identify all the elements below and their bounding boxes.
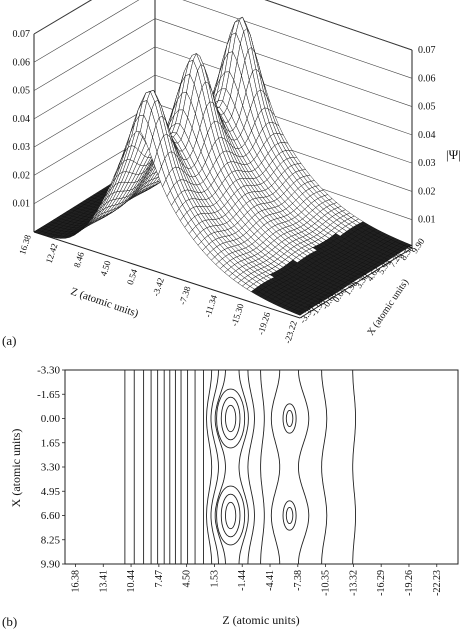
z-tick-left: 0.04 <box>13 114 31 125</box>
z-tick-right: 0.02 <box>418 186 436 197</box>
z-axis-tick-front: 0.54 <box>125 267 140 286</box>
contour-x-tick-labels: 16.38 13.41 10.44 7.47 4.50 1.53 -1.44 -4.41 -7.… <box>70 564 443 596</box>
contour-y-tick: 3.30 <box>41 462 61 474</box>
contour-line-wavy <box>321 369 328 565</box>
z-tick-right: 0.07 <box>418 45 436 56</box>
contour-y-tick: 4.95 <box>41 486 61 498</box>
surface-mesh-cell <box>295 311 304 316</box>
z-axis-tick-front: 4.50 <box>98 259 113 278</box>
surface-zlabel: |Ψ| <box>446 147 461 162</box>
contour-y-tick: 0.00 <box>41 413 61 425</box>
contour-xlabel: Z (atomic units) <box>222 613 299 627</box>
contour-y-tick: -1.65 <box>37 389 60 401</box>
panel-b-label: (b) <box>2 614 17 629</box>
contour-loop <box>285 506 294 525</box>
z-tick-right: 0.06 <box>418 73 436 84</box>
z-tick-left: 0.01 <box>13 199 31 210</box>
contour-loop <box>216 485 246 546</box>
z-axis-tick-front: -19.26 <box>256 310 273 336</box>
back-gridline <box>182 0 413 79</box>
contour-line-wavy <box>247 369 255 565</box>
contour-loop <box>220 396 241 441</box>
contour-x-tick: -7.38 <box>293 570 304 591</box>
back-gridline <box>33 74 156 148</box>
contour-line-wavy <box>210 369 219 565</box>
surface-mesh <box>33 16 413 316</box>
contour-plot: 16.38 13.41 10.44 7.47 4.50 1.53 -1.44 -4.41 -7.… <box>2 365 459 629</box>
contour-x-tick: -16.29 <box>376 570 387 596</box>
contour-line-wavy <box>352 370 356 564</box>
contour-x-tick: 7.47 <box>154 570 165 588</box>
surface-xlabel: Z (atomic units) <box>69 285 140 320</box>
back-gridline <box>33 46 156 120</box>
back-gridline <box>33 18 156 91</box>
z-axis-tick-front: 16.38 <box>17 233 33 256</box>
z-tick-left: 0.03 <box>13 142 31 153</box>
contour-line-wavy <box>298 370 310 564</box>
box-top-edge <box>264 0 413 51</box>
contour-y-tick: 6.60 <box>41 510 61 522</box>
contour-line-wavy <box>270 370 281 564</box>
panel-a-label: (a) <box>2 333 16 348</box>
contour-line-wavy <box>214 369 226 565</box>
back-gridline <box>154 18 413 107</box>
contour-loop <box>220 493 241 538</box>
contour-x-tick: -1.44 <box>237 570 248 591</box>
box-front-edge <box>33 231 301 319</box>
surface-ylabel: X (atomic units) <box>365 277 411 337</box>
surface-plot: 0.070.060.050.040.030.020.01 0.070.060.0… <box>2 0 461 348</box>
z-tick-left: 0.02 <box>13 170 31 181</box>
contour-loop <box>285 409 294 428</box>
contour-line-wavy <box>238 369 249 565</box>
contour-x-tick: 10.44 <box>126 570 137 593</box>
z-tick-right: 0.01 <box>418 215 436 226</box>
contour-y-tick-labels: -3.30 -1.65 0.00 1.65 3.30 4.95 6.60 8.25 9.90 <box>37 365 65 571</box>
back-gridline <box>33 0 92 35</box>
contour-x-tick: 16.38 <box>70 570 81 593</box>
contour-y-tick: -3.30 <box>37 365 60 377</box>
contour-x-tick: -4.41 <box>265 570 276 591</box>
z-axis-tick-front: -15.30 <box>229 302 246 328</box>
back-gridline <box>265 0 413 51</box>
contour-loop <box>282 403 297 434</box>
z-axis-tick-front: -11.34 <box>203 293 220 318</box>
contour-y-tick: 1.65 <box>41 437 61 449</box>
z-tick-labels-left: 0.07 0.06 0.05 0.04 0.03 0.02 0.01 <box>13 29 31 210</box>
contour-x-tick: 1.53 <box>209 570 220 588</box>
contour-x-tick: -13.32 <box>348 570 359 596</box>
z-axis-tick-front: 8.46 <box>72 250 87 269</box>
z-axis-tick-front: -7.38 <box>177 285 192 306</box>
contour-x-tick: 4.50 <box>182 570 193 588</box>
z-axis-tick-front: 12.42 <box>44 242 60 264</box>
contour-x-tick: -19.26 <box>404 570 415 596</box>
z-axis-tick-front: -23.22 <box>282 320 299 345</box>
contour-line-wavy <box>206 369 213 565</box>
contour-loop <box>282 500 297 531</box>
back-gridline <box>33 103 156 176</box>
box-top-edge <box>33 0 93 35</box>
contour-y-tick: 8.25 <box>41 534 61 546</box>
contour-loop <box>225 501 237 530</box>
back-gridline <box>33 0 140 63</box>
contour-line-wavy <box>260 370 265 564</box>
z-tick-right: 0.04 <box>418 130 436 141</box>
contour-loop <box>225 404 237 433</box>
contour-loop <box>216 388 246 449</box>
z-tick-left: 0.05 <box>13 86 31 97</box>
contour-plot-frame <box>64 369 459 565</box>
z-tick-left: 0.07 <box>13 29 31 40</box>
contour-x-tick: -10.35 <box>321 570 332 596</box>
z-tick-right: 0.03 <box>418 158 436 169</box>
z-tick-right: 0.05 <box>418 102 436 113</box>
z-axis-tick-front: -3.42 <box>151 277 166 298</box>
contour-lines <box>124 369 356 565</box>
contour-y-tick: 9.90 <box>41 559 61 571</box>
box-side-edge <box>299 247 413 319</box>
contour-x-tick: -22.23 <box>432 570 443 596</box>
z-tick-left: 0.06 <box>13 57 31 68</box>
contour-x-tick: 13.41 <box>98 570 109 593</box>
z-tick-labels-right: 0.07 0.06 0.05 0.04 0.03 0.02 0.01 <box>418 45 436 226</box>
contour-ylabel: X (atomic units) <box>9 429 23 508</box>
